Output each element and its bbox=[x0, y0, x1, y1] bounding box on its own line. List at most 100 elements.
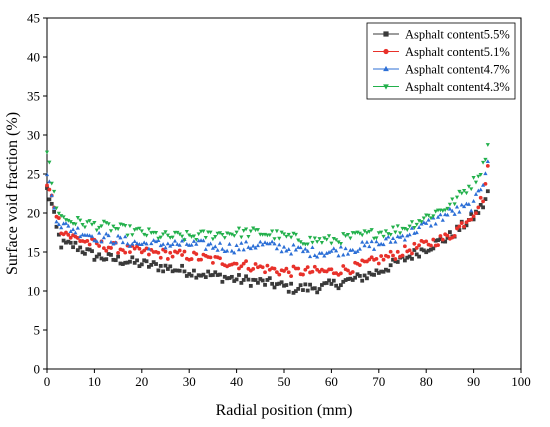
data-point bbox=[241, 247, 246, 252]
data-point bbox=[357, 231, 362, 236]
data-point bbox=[478, 195, 483, 200]
data-point bbox=[244, 259, 248, 264]
data-point bbox=[334, 283, 339, 288]
data-point bbox=[388, 239, 393, 244]
data-point bbox=[203, 275, 208, 279]
data-point bbox=[116, 250, 120, 255]
data-point bbox=[68, 220, 73, 224]
data-point bbox=[68, 229, 73, 233]
data-point bbox=[61, 238, 66, 243]
data-point bbox=[402, 258, 407, 263]
data-point bbox=[189, 235, 194, 239]
data-point bbox=[251, 277, 256, 282]
data-point bbox=[374, 236, 379, 241]
data-point bbox=[248, 229, 253, 234]
x-tick-label: 20 bbox=[135, 374, 148, 389]
x-tick-label: 10 bbox=[88, 374, 101, 389]
data-point bbox=[421, 220, 426, 225]
data-point bbox=[220, 232, 225, 237]
data-point bbox=[244, 274, 248, 279]
data-point bbox=[52, 205, 57, 210]
data-point bbox=[281, 244, 287, 249]
data-point bbox=[428, 216, 434, 221]
data-point bbox=[466, 184, 471, 189]
data-point bbox=[66, 223, 71, 228]
data-point bbox=[111, 257, 116, 262]
data-point bbox=[390, 225, 396, 230]
data-point bbox=[476, 174, 481, 179]
data-point bbox=[353, 275, 357, 280]
data-point bbox=[267, 276, 272, 281]
data-point bbox=[329, 282, 334, 286]
data-point bbox=[82, 225, 88, 230]
data-point bbox=[454, 195, 460, 200]
data-point bbox=[367, 244, 372, 249]
data-point bbox=[289, 251, 294, 256]
data-point bbox=[177, 232, 182, 237]
data-point bbox=[127, 224, 133, 229]
data-point bbox=[263, 270, 267, 275]
axes: 0 10 20 30 40 50 60 70 80 90 100 0 5 10 15 20 25 30 35 40 45 bbox=[27, 11, 531, 390]
data-point bbox=[405, 255, 410, 260]
data-point bbox=[227, 241, 232, 246]
data-point bbox=[341, 264, 346, 268]
data-point bbox=[222, 274, 227, 279]
data-point bbox=[175, 242, 180, 246]
data-point bbox=[360, 239, 365, 244]
data-point bbox=[279, 249, 284, 254]
data-point bbox=[322, 253, 327, 258]
data-point bbox=[341, 279, 346, 284]
data-point bbox=[274, 282, 279, 287]
data-point bbox=[241, 261, 246, 266]
legend-marker bbox=[383, 84, 389, 90]
data-point bbox=[147, 264, 151, 269]
data-point bbox=[104, 257, 109, 262]
data-point bbox=[421, 216, 426, 221]
data-point bbox=[462, 204, 467, 209]
data-point bbox=[312, 264, 317, 269]
data-point bbox=[410, 256, 414, 261]
data-point bbox=[184, 242, 189, 246]
legend-marker bbox=[383, 31, 389, 37]
data-point bbox=[374, 256, 379, 261]
data-point bbox=[180, 263, 184, 268]
data-point bbox=[251, 267, 256, 271]
data-point bbox=[272, 266, 277, 271]
data-point bbox=[99, 256, 104, 261]
data-point bbox=[47, 197, 52, 202]
data-point bbox=[436, 238, 440, 243]
data-point bbox=[63, 221, 69, 225]
data-point bbox=[457, 189, 462, 194]
data-point bbox=[414, 230, 419, 235]
data-point bbox=[388, 249, 393, 254]
data-point bbox=[213, 270, 218, 275]
data-point bbox=[424, 239, 429, 244]
data-point bbox=[248, 246, 253, 251]
data-point bbox=[172, 238, 178, 243]
data-point bbox=[111, 224, 116, 229]
data-point bbox=[369, 239, 374, 244]
data-point bbox=[289, 281, 294, 286]
data-point bbox=[87, 247, 92, 252]
data-point bbox=[130, 233, 135, 238]
data-point bbox=[153, 231, 159, 235]
data-point bbox=[412, 248, 417, 252]
data-point bbox=[462, 188, 467, 193]
data-point bbox=[134, 241, 140, 246]
data-point bbox=[452, 202, 457, 207]
data-point bbox=[89, 222, 95, 227]
data-point bbox=[452, 212, 457, 216]
data-point bbox=[414, 246, 419, 250]
data-point bbox=[106, 252, 111, 256]
data-point bbox=[398, 234, 403, 239]
data-point bbox=[130, 255, 135, 260]
x-tick-label: 40 bbox=[230, 374, 243, 389]
data-point bbox=[469, 208, 474, 213]
data-point bbox=[438, 212, 443, 217]
data-point bbox=[208, 273, 213, 278]
data-point bbox=[412, 241, 417, 246]
data-point bbox=[194, 241, 199, 246]
data-point bbox=[426, 248, 431, 253]
data-point bbox=[134, 227, 140, 232]
data-point bbox=[85, 220, 90, 225]
